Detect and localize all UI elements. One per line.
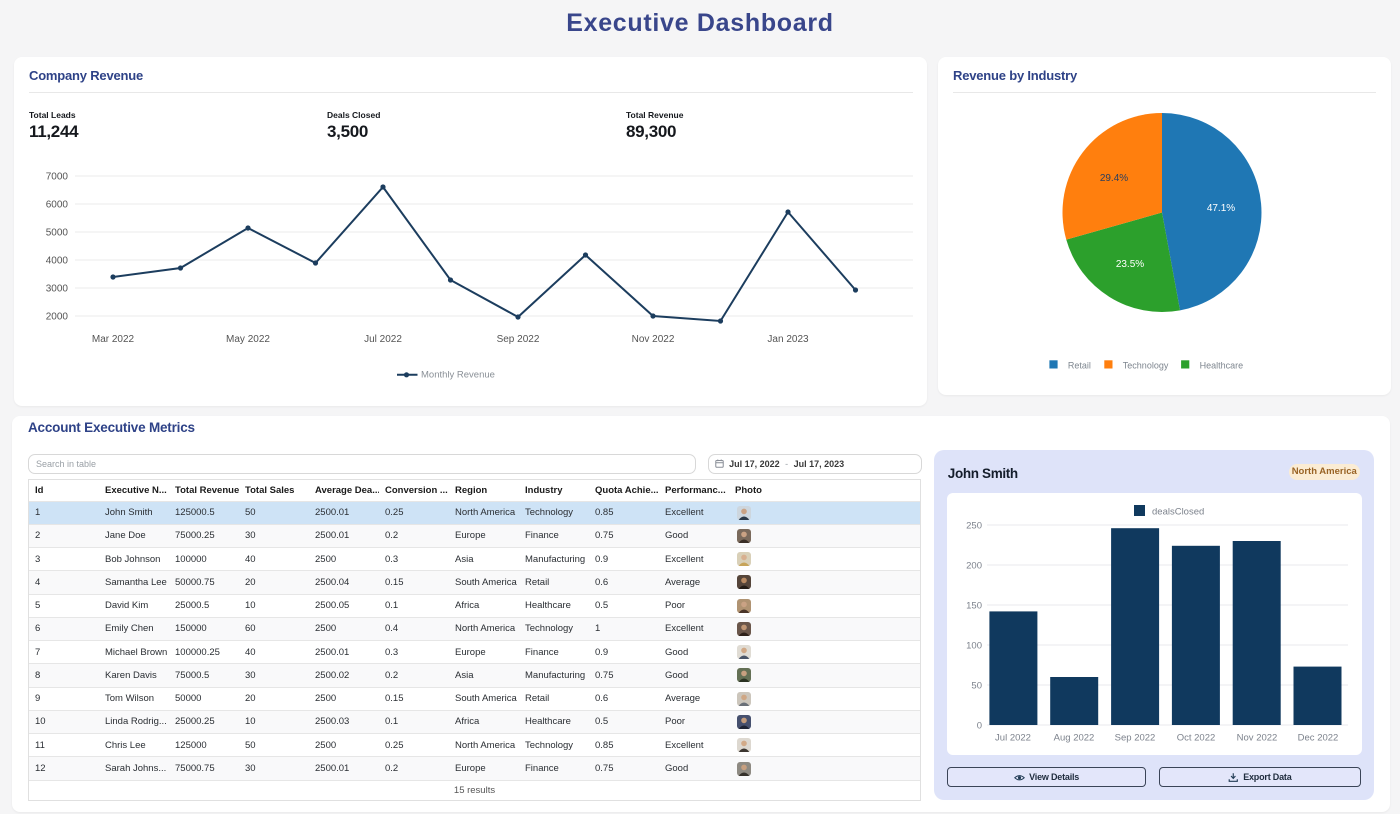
svg-text:50: 50	[971, 681, 982, 692]
svg-text:7000: 7000	[46, 172, 69, 183]
svg-text:Oct 2022: Oct 2022	[1177, 733, 1216, 744]
svg-text:Dec 2022: Dec 2022	[1298, 733, 1339, 744]
svg-text:Monthly Revenue: Monthly Revenue	[421, 370, 495, 381]
svg-text:Jul 2022: Jul 2022	[364, 334, 402, 345]
svg-text:Jan 2023: Jan 2023	[767, 334, 809, 345]
svg-text:100: 100	[966, 641, 982, 652]
svg-text:3000: 3000	[46, 284, 69, 295]
svg-text:dealsClosed: dealsClosed	[1152, 507, 1204, 518]
svg-text:23.5%: 23.5%	[1116, 259, 1144, 270]
svg-text:Technology: Technology	[1123, 361, 1169, 371]
svg-text:Jul 2022: Jul 2022	[995, 733, 1031, 744]
svg-text:200: 200	[966, 561, 982, 572]
svg-text:Healthcare: Healthcare	[1200, 361, 1244, 371]
svg-text:4000: 4000	[46, 256, 69, 267]
svg-text:2000: 2000	[46, 312, 69, 323]
svg-text:6000: 6000	[46, 200, 69, 211]
svg-text:5000: 5000	[46, 228, 69, 239]
svg-text:Mar 2022: Mar 2022	[92, 334, 135, 345]
svg-text:Nov 2022: Nov 2022	[632, 334, 675, 345]
svg-text:0: 0	[977, 721, 982, 732]
svg-text:Sep 2022: Sep 2022	[1115, 733, 1156, 744]
svg-text:250: 250	[966, 521, 982, 532]
svg-text:Aug 2022: Aug 2022	[1054, 733, 1095, 744]
svg-text:Sep 2022: Sep 2022	[497, 334, 540, 345]
svg-text:47.1%: 47.1%	[1207, 203, 1235, 214]
svg-text:Nov 2022: Nov 2022	[1237, 733, 1278, 744]
svg-text:150: 150	[966, 601, 982, 612]
svg-text:Retail: Retail	[1068, 361, 1091, 371]
svg-text:29.4%: 29.4%	[1100, 173, 1128, 184]
svg-text:May 2022: May 2022	[226, 334, 270, 345]
